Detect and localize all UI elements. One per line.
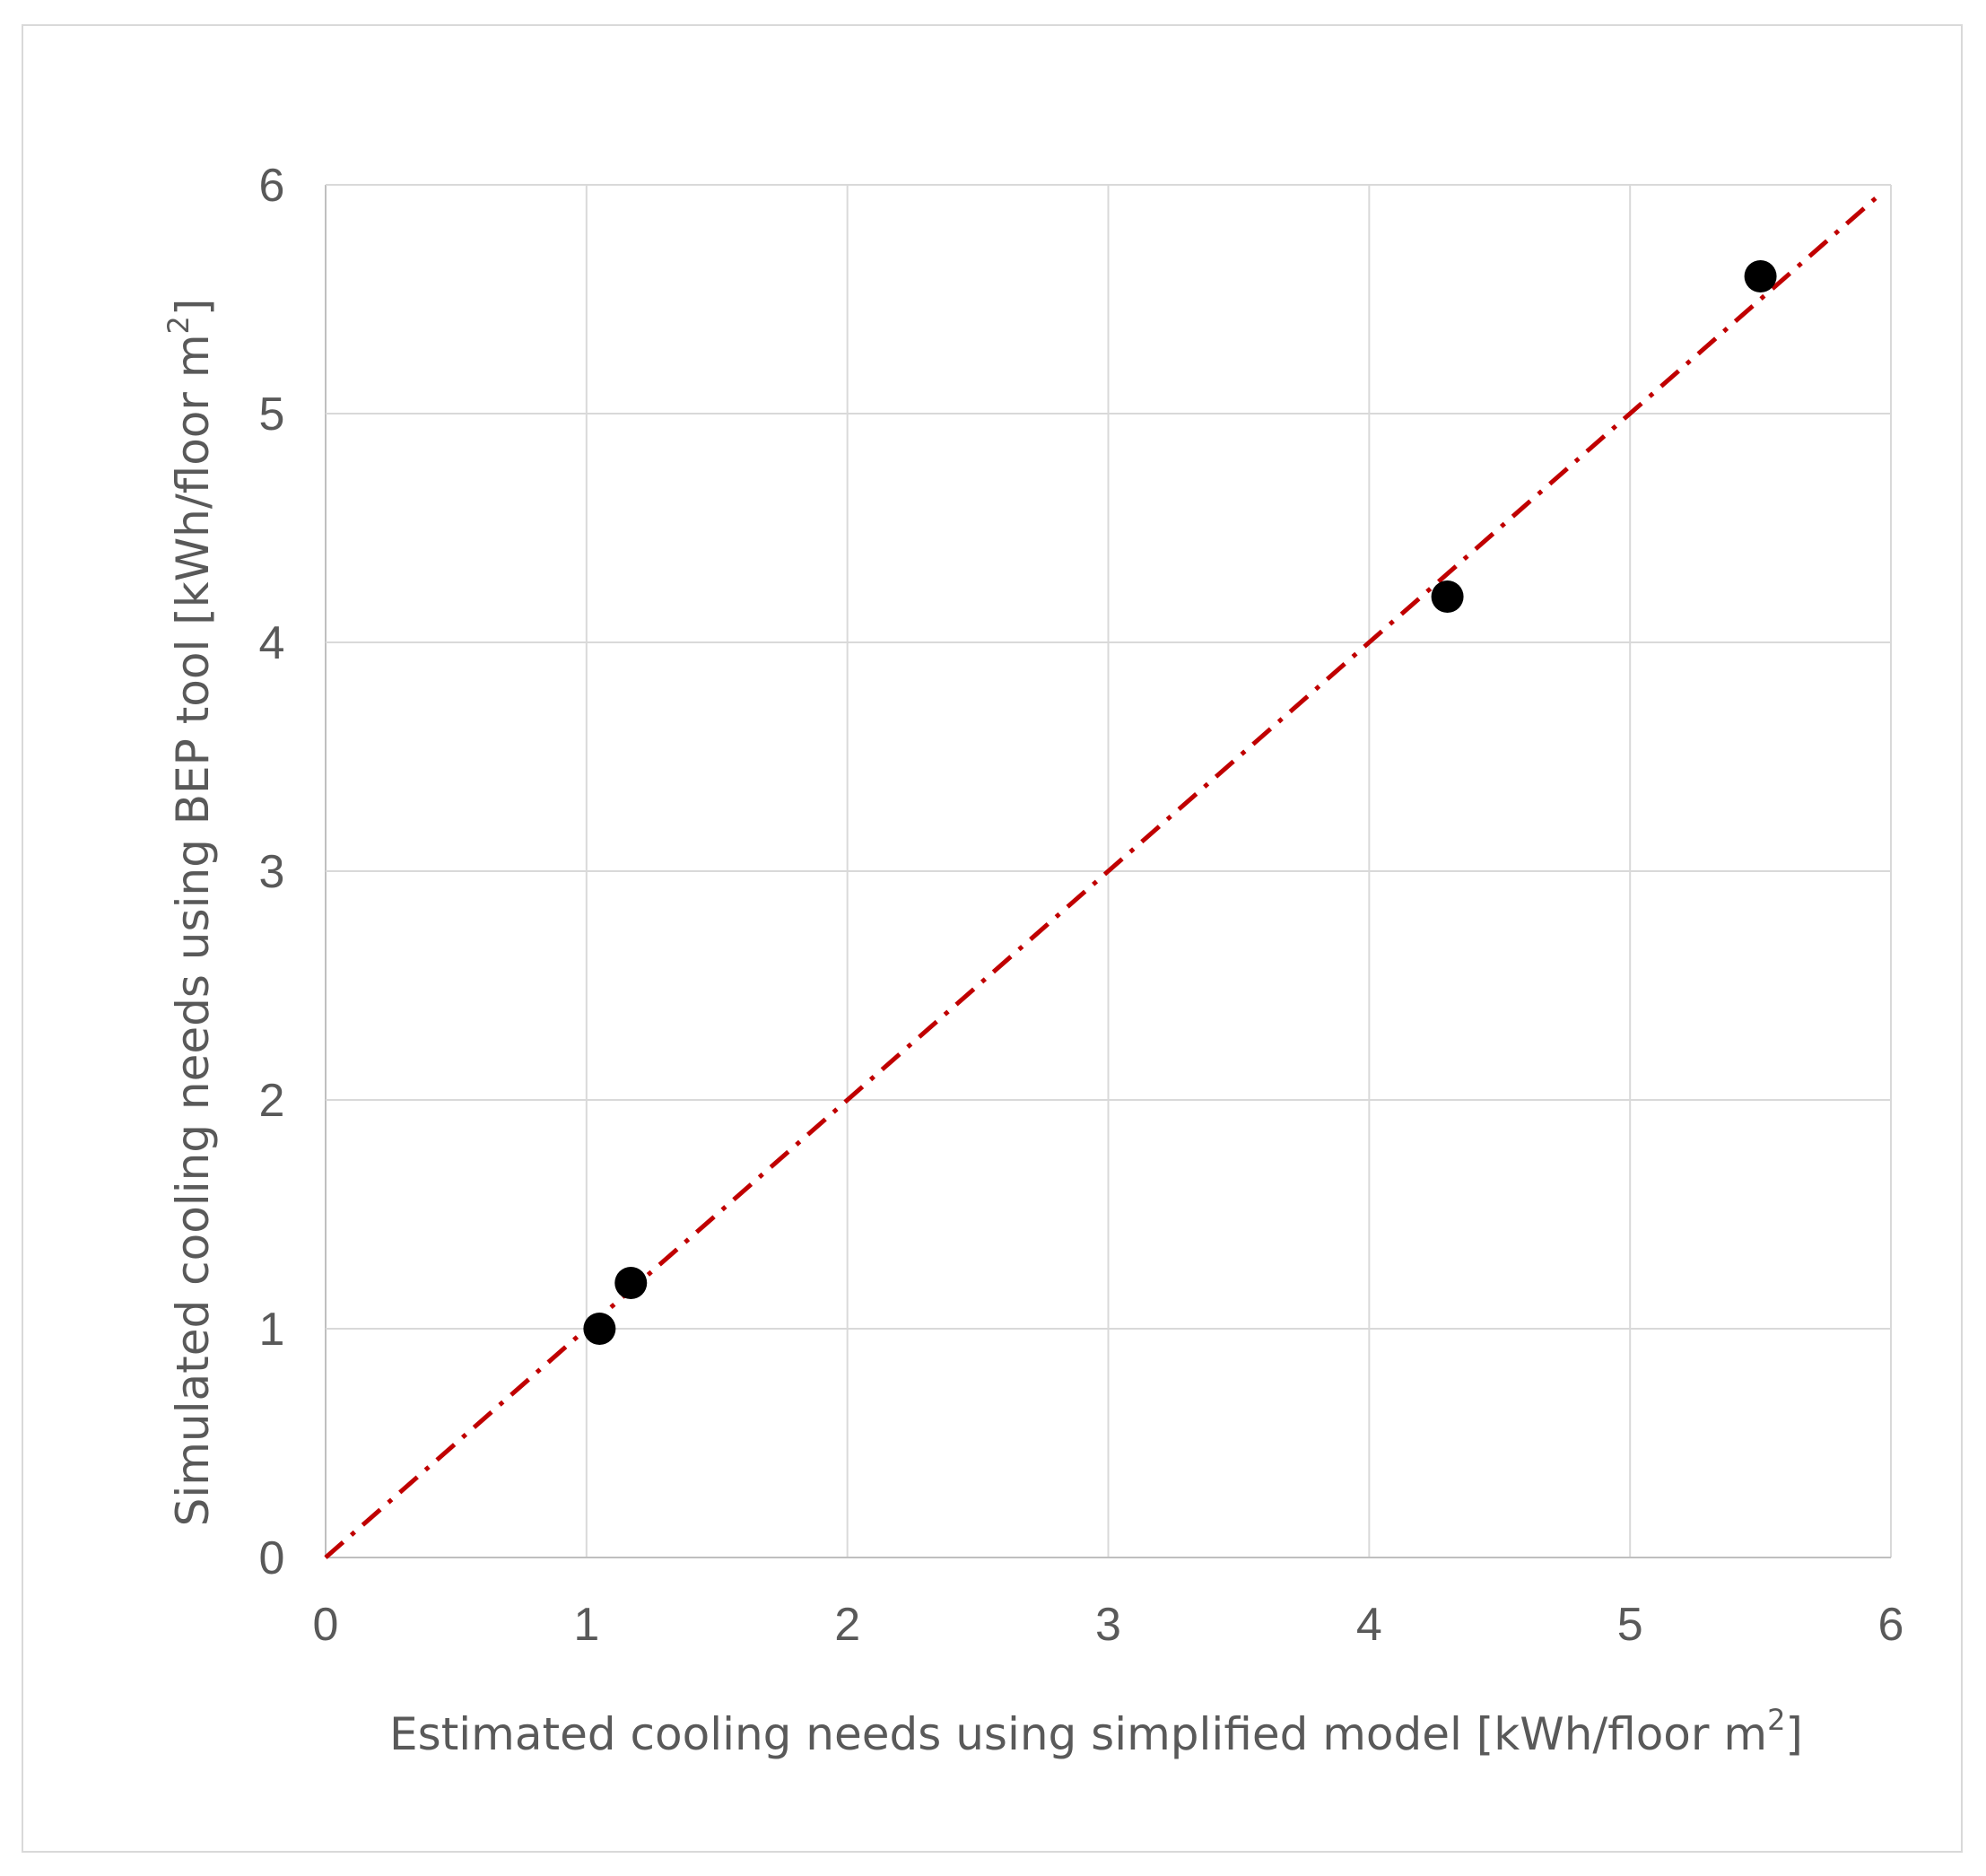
x-axis-title: Estimated cooling needs using simplified… [389,1703,1803,1760]
y-tick-label-2: 2 [259,1075,285,1127]
tick-labels: 0 1 2 3 4 5 6 0 1 2 3 4 5 6 [259,160,1904,1651]
x-tick-label-2: 2 [834,1599,860,1651]
y-tick-label-1: 1 [259,1304,285,1356]
y-tick-label-5: 5 [259,388,285,441]
x-tick-label-4: 4 [1356,1599,1382,1651]
y-tick-label-0: 0 [259,1532,285,1584]
x-tick-label-5: 5 [1617,1599,1643,1651]
y-axis-title: Simulated cooling needs using BEP tool [… [161,299,219,1527]
data-points [583,260,1777,1345]
data-point-1 [583,1313,616,1345]
reference-line [324,194,1880,1559]
data-point-3 [1431,580,1464,613]
x-tick-label-6: 6 [1878,1599,1904,1651]
x-tick-label-1: 1 [573,1599,599,1651]
y-tick-label-4: 4 [259,617,285,669]
data-point-2 [614,1267,648,1299]
x-tick-label-3: 3 [1095,1599,1121,1651]
x-tick-label-0: 0 [313,1599,339,1651]
y-tick-label-3: 3 [259,846,285,898]
reference-line-group [324,194,1880,1559]
data-point-4 [1744,260,1777,292]
y-tick-label-6: 6 [259,160,285,212]
chart-frame [22,24,1963,1853]
